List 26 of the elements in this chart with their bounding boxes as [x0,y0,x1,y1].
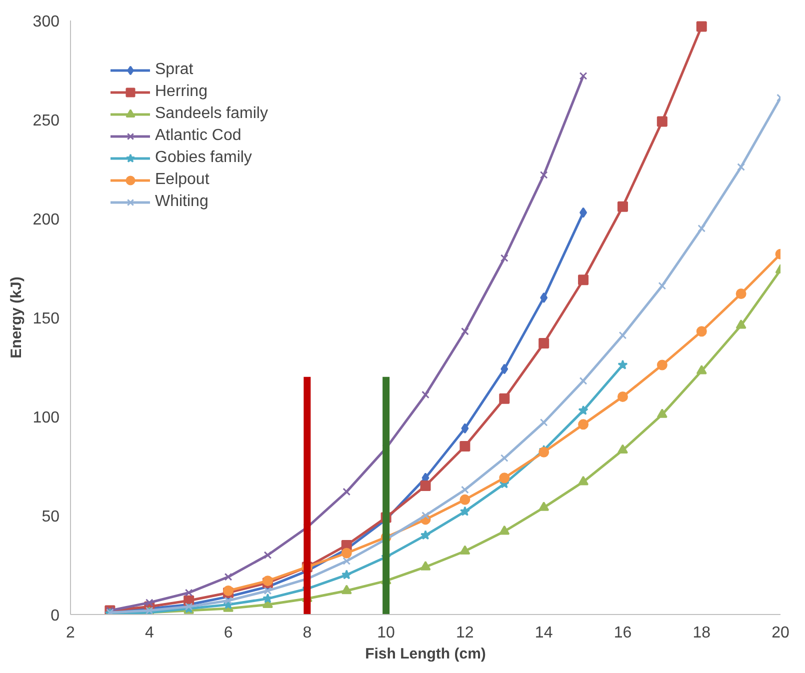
legend-label: Eelpout [155,171,210,189]
x-tick-label: 10 [377,624,396,642]
y-tick-label: 200 [32,212,60,228]
legend-label: Whiting [155,193,208,211]
x-tick-label: 8 [302,624,312,642]
y-tick-label: 0 [50,608,60,624]
legend-label: Sandeels family [155,105,268,123]
x-tick-label: 14 [534,624,553,642]
x-tick-label: 4 [144,624,154,642]
y-tick-label: 250 [32,112,60,130]
x-tick-label: 2 [66,624,76,642]
x-axis-title: Fish Length (cm) [365,646,486,662]
legend-label: Gobies family [155,149,252,167]
x-tick-label: 16 [614,624,632,642]
legend-label: Atlantic Cod [155,127,242,145]
y-tick-label: 300 [32,14,60,30]
x-tick-label: 20 [772,624,790,642]
x-tick-label: 18 [692,624,711,642]
y-axis-title: Energy (kJ) [8,276,25,358]
legend-label: Sprat [155,61,194,79]
y-tick-label: 50 [42,508,60,526]
legend-label: Herring [155,83,208,101]
x-tick-label: 12 [456,624,474,642]
x-tick-label: 6 [224,624,233,642]
y-tick-label: 100 [32,410,60,426]
y-tick-label: 150 [32,310,60,328]
